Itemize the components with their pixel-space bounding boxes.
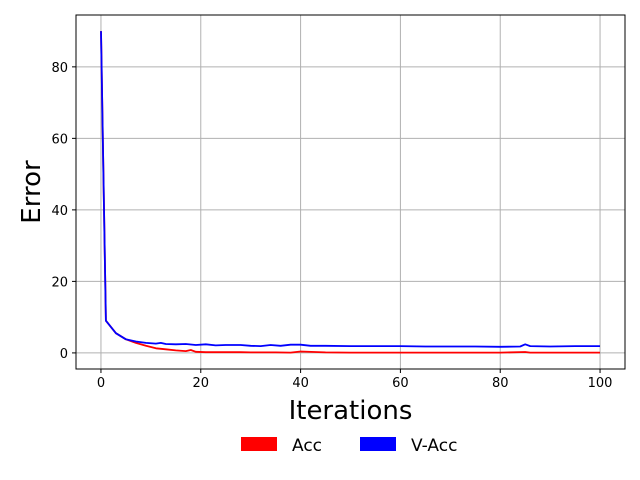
y-axis: 0 20 40 60 80 xyxy=(51,61,76,362)
plot-frame xyxy=(75,14,626,370)
legend-swatch-v-acc xyxy=(360,437,396,451)
legend-label-v-acc: V-Acc xyxy=(411,436,457,456)
legend-label-acc: Acc xyxy=(292,436,322,456)
x-tick-label: 0 xyxy=(97,376,105,391)
x-tick-label: 20 xyxy=(192,376,209,391)
x-tick-label: 60 xyxy=(392,376,409,391)
y-tick-label: 20 xyxy=(51,275,68,290)
legend-swatch-acc xyxy=(241,437,277,451)
y-tick-label: 40 xyxy=(51,204,68,219)
y-tick-label: 0 xyxy=(60,347,68,362)
grid-lines xyxy=(76,15,625,369)
y-tick-label: 80 xyxy=(51,61,68,76)
x-tick-label: 80 xyxy=(492,376,509,391)
series-lines xyxy=(100,31,600,354)
x-axis-label: Iterations xyxy=(289,396,413,426)
series-line-acc xyxy=(100,31,600,354)
x-tick-label: 100 xyxy=(588,376,613,391)
y-tick-label: 60 xyxy=(51,132,68,147)
x-tick-label: 40 xyxy=(292,376,309,391)
x-axis: 0 20 40 60 80 100 xyxy=(97,369,613,391)
y-axis-label: Error xyxy=(17,160,47,224)
legend: Acc V-Acc xyxy=(241,436,457,456)
series-line-v-acc xyxy=(100,31,600,348)
